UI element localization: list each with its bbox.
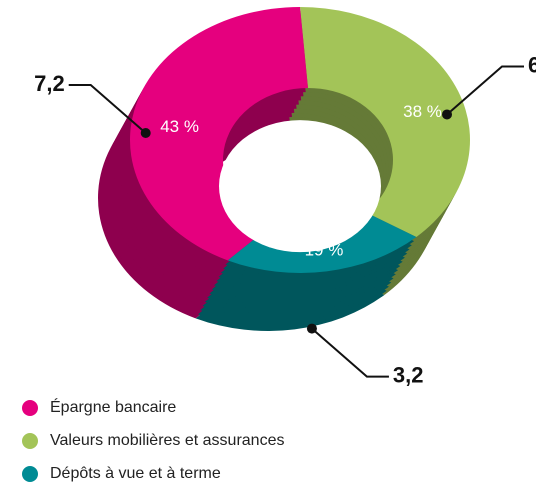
- callout-line: [311, 327, 389, 378]
- legend-label: Dépôts à vue et à terme: [50, 465, 221, 482]
- callout-line: [446, 65, 524, 116]
- amount-label: 3,2: [393, 362, 424, 387]
- value-label: 38 %: [403, 102, 442, 121]
- amount-label: 7,2: [34, 71, 65, 96]
- value-label: 43 %: [160, 117, 199, 136]
- legend-swatch: [22, 466, 38, 482]
- legend-swatch: [22, 400, 38, 416]
- slice: [129, 7, 308, 261]
- callout-dot: [140, 128, 151, 139]
- legend-swatch: [22, 433, 38, 449]
- amount-label: 6,2: [528, 52, 536, 77]
- callout-dot: [306, 323, 317, 334]
- callout-dot: [441, 109, 452, 120]
- callout-line: [68, 84, 147, 134]
- slice: [300, 7, 471, 237]
- legend-label: Valeurs mobilières et assurances: [50, 432, 284, 449]
- value-label: 19 %: [305, 241, 344, 260]
- donut-hole: [219, 120, 381, 253]
- legend-label: Épargne bancaire: [50, 397, 176, 416]
